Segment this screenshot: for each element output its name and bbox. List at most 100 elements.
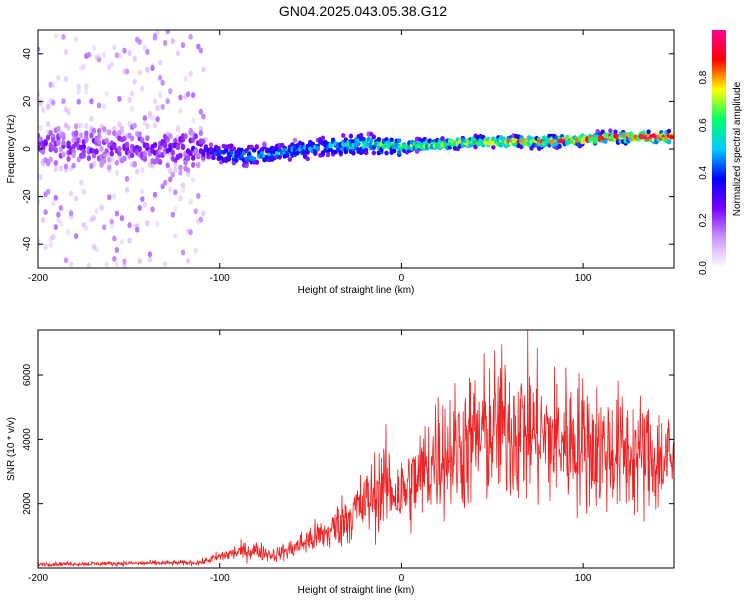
heatmap-cell bbox=[66, 228, 71, 235]
heatmap-cell bbox=[109, 223, 114, 230]
heatmap-cell bbox=[104, 90, 109, 97]
heatmap-cell bbox=[175, 144, 181, 151]
heatmap-cell bbox=[201, 113, 206, 120]
heatmap-cell bbox=[646, 129, 651, 135]
heatmap-cell bbox=[371, 134, 377, 140]
heatmap-cell bbox=[53, 224, 59, 231]
heatmap-cell bbox=[173, 189, 178, 196]
heatmap-cell bbox=[89, 115, 94, 122]
snr-x-axis-label: Height of straight line (km) bbox=[298, 585, 415, 596]
heatmap-cell bbox=[129, 90, 135, 97]
heatmap-cell bbox=[66, 140, 71, 147]
heatmap-cell bbox=[376, 136, 382, 142]
heatmap-cell bbox=[84, 88, 89, 95]
x-tick-label: 0 bbox=[399, 273, 405, 284]
heatmap-cell bbox=[91, 215, 97, 222]
heatmap-cell bbox=[157, 159, 163, 166]
x-tick-label: -100 bbox=[210, 573, 230, 584]
heatmap-cell bbox=[119, 126, 125, 133]
heatmap-cell bbox=[89, 132, 94, 139]
heatmap-cell bbox=[198, 108, 204, 115]
heatmap-cells bbox=[38, 30, 674, 268]
heatmap-cell bbox=[198, 47, 204, 54]
heatmap-cell bbox=[129, 105, 135, 112]
heatmap-cell bbox=[63, 49, 69, 56]
heatmap-cell bbox=[38, 198, 41, 205]
heatmap-cell bbox=[165, 30, 170, 35]
heatmap-cell bbox=[142, 44, 148, 51]
heatmap-cell bbox=[145, 135, 150, 142]
x-tick-label: -200 bbox=[28, 573, 48, 584]
heatmap-cell bbox=[168, 167, 173, 174]
heatmap-cell bbox=[81, 188, 86, 195]
heatmap-cell bbox=[45, 188, 51, 195]
heatmap-cell bbox=[391, 148, 397, 154]
heatmap-cell bbox=[163, 261, 168, 268]
heatmap-cell bbox=[71, 162, 76, 169]
heatmap-cell bbox=[38, 46, 41, 53]
heatmap-cell bbox=[384, 150, 389, 156]
heatmap-cell bbox=[160, 103, 165, 110]
heatmap-cell bbox=[66, 124, 71, 131]
heatmap-cell bbox=[196, 151, 201, 158]
heatmap-cell bbox=[45, 104, 51, 111]
heatmap-cell bbox=[216, 145, 221, 151]
heatmap-cell bbox=[152, 122, 158, 129]
heatmap-cell bbox=[168, 176, 173, 183]
heatmap-cell bbox=[163, 40, 168, 47]
heatmap-cell bbox=[397, 138, 402, 144]
heatmap-cell bbox=[119, 238, 125, 245]
heatmap-cell bbox=[112, 193, 117, 200]
heatmap-cell bbox=[580, 139, 585, 145]
x-tick-label: -200 bbox=[28, 273, 48, 284]
heatmap-cell bbox=[137, 131, 142, 138]
heatmap-cell bbox=[101, 51, 107, 58]
heatmap-cell bbox=[440, 136, 445, 141]
heatmap-cell bbox=[117, 52, 122, 59]
colorbar-tick-label: 0.0 bbox=[698, 261, 709, 275]
heatmap-cell bbox=[198, 125, 204, 132]
heatmap-cell bbox=[201, 66, 206, 73]
heatmap-cell bbox=[68, 210, 74, 217]
heatmap-cell bbox=[71, 152, 76, 159]
heatmap-cell bbox=[185, 91, 191, 98]
heatmap-cell bbox=[104, 148, 109, 155]
heatmap-cell bbox=[163, 179, 168, 186]
y-tick-label: 20 bbox=[22, 95, 33, 107]
heatmap-cell bbox=[254, 144, 259, 150]
heatmap-cell bbox=[173, 232, 178, 239]
heatmap-cell bbox=[145, 123, 150, 130]
heatmap-cell bbox=[142, 150, 148, 157]
heatmap-cell bbox=[112, 235, 117, 242]
heatmap-cell bbox=[180, 143, 186, 150]
heatmap-cell bbox=[53, 194, 59, 201]
heatmap-cell bbox=[168, 133, 173, 140]
heatmap-cell bbox=[170, 149, 176, 156]
heatmap-cell bbox=[107, 194, 112, 201]
heatmap-cell bbox=[91, 160, 97, 167]
heatmap-cell bbox=[114, 210, 120, 217]
heatmap-cell bbox=[343, 149, 349, 155]
heatmap-cell bbox=[226, 155, 231, 161]
heatmap-cell bbox=[45, 134, 51, 141]
heatmap-cell bbox=[152, 191, 158, 198]
heatmap-cell bbox=[129, 135, 135, 142]
heatmap-cell bbox=[79, 179, 84, 186]
heatmap-cell bbox=[163, 142, 168, 149]
heatmap-cell bbox=[669, 134, 674, 140]
heatmap-cell bbox=[254, 160, 259, 165]
heatmap-cell bbox=[76, 83, 81, 90]
heatmap-cell bbox=[112, 255, 117, 262]
heatmap-y-axis-label: Frequency (Hz) bbox=[6, 115, 17, 184]
heatmap-cell bbox=[127, 96, 132, 103]
heatmap-cell bbox=[168, 186, 173, 193]
heatmap-cell bbox=[117, 95, 122, 102]
heatmap-cell bbox=[142, 156, 148, 163]
heatmap-cell bbox=[142, 115, 148, 122]
heatmap-cell bbox=[56, 211, 61, 218]
heatmap-cell bbox=[155, 30, 160, 36]
heatmap-cell bbox=[81, 148, 86, 155]
heatmap-cell bbox=[127, 50, 132, 57]
heatmap-cell bbox=[557, 143, 562, 149]
colorbar: 0.0 0.2 0.4 0.6 0.8 Normalized spectral ampl… bbox=[698, 30, 743, 275]
